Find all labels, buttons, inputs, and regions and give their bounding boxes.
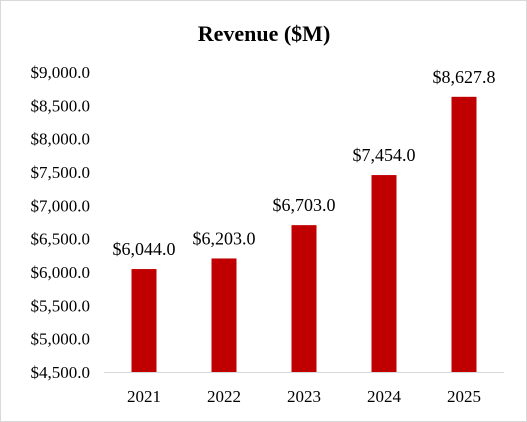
data-label-2024: $7,454.0 [353, 145, 416, 165]
y-axis-ticks: $4,500.0 $5,000.0 $5,500.0 $6,000.0 $6,500.0… [31, 63, 91, 382]
data-label-2022: $6,203.0 [193, 228, 256, 248]
y-tick-label: $8,500.0 [31, 96, 91, 115]
y-tick-label: $9,000.0 [31, 63, 91, 82]
y-tick-label: $5,000.0 [31, 330, 91, 349]
bar-2021 [131, 269, 157, 372]
y-tick-label: $6,000.0 [31, 263, 91, 282]
y-tick-label: $8,000.0 [31, 130, 91, 149]
x-tick-label: 2024 [367, 387, 402, 406]
bar-2023 [291, 225, 317, 372]
y-tick-label: $7,500.0 [31, 163, 91, 182]
data-label-2025: $8,627.8 [433, 67, 496, 87]
data-labels: $6,044.0 $6,203.0 $6,703.0 $7,454.0 $8,627.8 [113, 67, 496, 259]
bar-2022 [211, 258, 237, 372]
y-tick-label: $7,000.0 [31, 196, 91, 215]
x-tick-label: 2025 [447, 387, 481, 406]
x-tick-label: 2022 [207, 387, 241, 406]
x-tick-label: 2023 [287, 387, 321, 406]
x-tick-label: 2021 [127, 387, 161, 406]
bar-series [131, 96, 477, 373]
chart-title: Revenue ($M) [198, 21, 331, 46]
x-axis-ticks: 2021 2022 2023 2024 2025 [127, 387, 481, 406]
data-label-2021: $6,044.0 [113, 239, 176, 259]
bar-2025 [451, 96, 477, 373]
bar-2024 [371, 175, 397, 372]
y-tick-label: $4,500.0 [31, 363, 91, 382]
y-tick-label: $6,500.0 [31, 230, 91, 249]
data-label-2023: $6,703.0 [273, 195, 336, 215]
y-tick-label: $5,500.0 [31, 296, 91, 315]
